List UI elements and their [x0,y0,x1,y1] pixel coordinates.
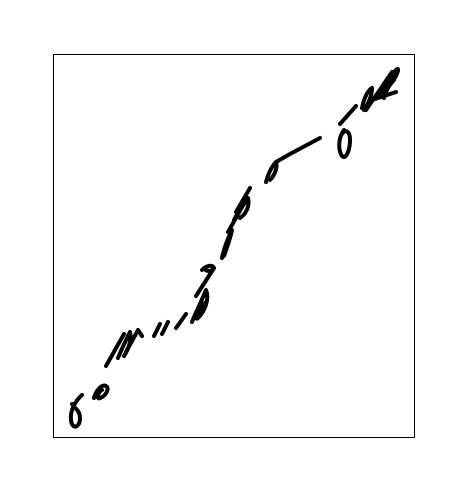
scribble-stroke [382,78,396,100]
scribble-stroke [104,332,126,368]
scribble-stroke [124,328,144,354]
scribble-stroke [152,322,162,338]
scribble-stroke [190,288,210,324]
scribble-strokes [68,67,401,429]
plot-frame [53,54,415,438]
scribble-stroke [220,228,234,260]
scribble-stroke [160,320,170,336]
scribble-stroke [68,393,84,429]
scribble-stroke [374,67,401,98]
scribble-stroke [360,86,374,112]
scribble-stroke [232,196,251,222]
scribble-stroke [264,160,279,184]
scribble-stroke [92,383,110,401]
scribble-stroke [337,128,352,159]
scribble-stroke [174,312,188,330]
scribble-stroke [234,186,252,214]
scribble-stroke [274,136,322,164]
scribble-stroke [200,263,216,273]
scribble-stroke [338,104,358,126]
